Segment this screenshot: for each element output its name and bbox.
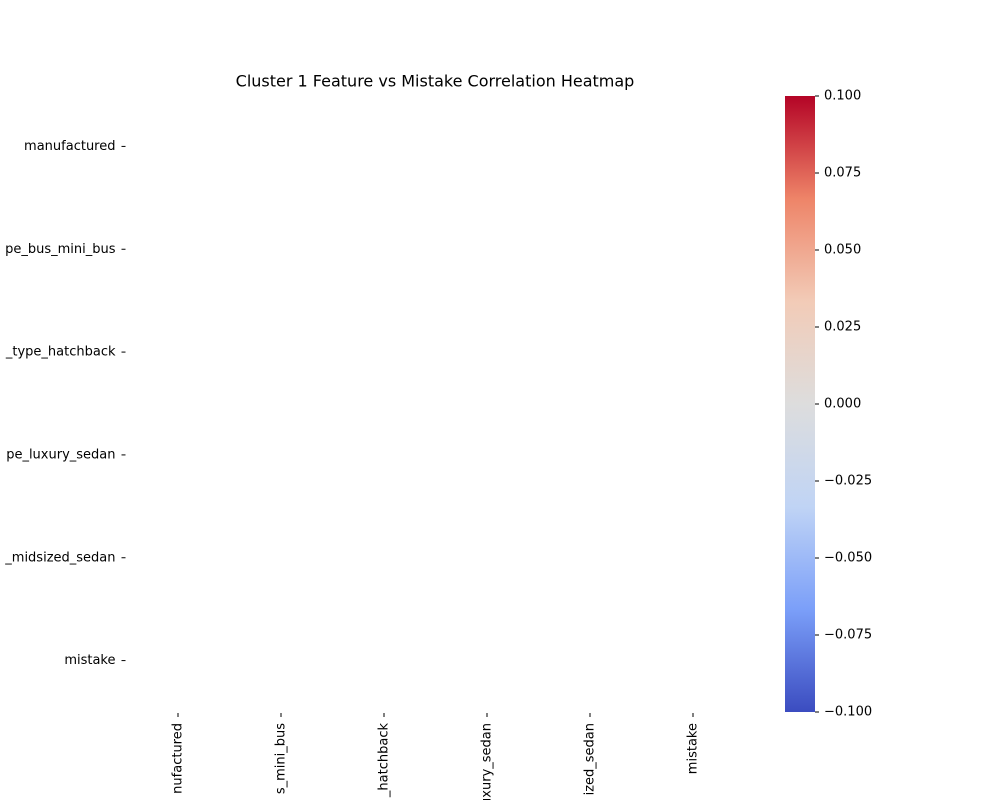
colorbar-tick-label: 0.075 <box>824 166 861 181</box>
y-tick-label: pe_luxury_sedan <box>6 447 115 462</box>
y-tick-label: _midsized_sedan <box>4 550 115 565</box>
colorbar-tick-label: −0.100 <box>824 705 872 720</box>
chart-title: Cluster 1 Feature vs Mistake Correlation… <box>236 72 635 91</box>
x-tick-label: ized_sedan <box>583 723 598 795</box>
colorbar-tick-label: −0.025 <box>824 474 872 489</box>
colorbar-tick-label: −0.050 <box>824 551 872 566</box>
colorbar-tick-label: 0.050 <box>824 243 861 258</box>
colorbar-tick-label: −0.075 <box>824 628 872 643</box>
x-tick-label: _hatchback <box>377 723 392 799</box>
y-tick-label: manufactured <box>24 139 115 154</box>
colorbar <box>785 96 815 712</box>
y-tick-label: mistake <box>64 653 115 668</box>
x-tick-label: s_mini_bus <box>274 723 289 794</box>
y-tick-label: _type_hatchback <box>5 345 116 360</box>
colorbar-tick-label: 0.000 <box>824 397 861 412</box>
colorbar-tick-label: 0.100 <box>824 89 861 104</box>
x-tick-label: uxury_sedan <box>480 723 495 800</box>
colorbar-tick-label: 0.025 <box>824 320 861 335</box>
x-tick-label: nufactured <box>171 723 186 794</box>
y-tick-label: pe_bus_mini_bus <box>5 242 116 257</box>
x-tick-label: mistake <box>686 723 701 774</box>
